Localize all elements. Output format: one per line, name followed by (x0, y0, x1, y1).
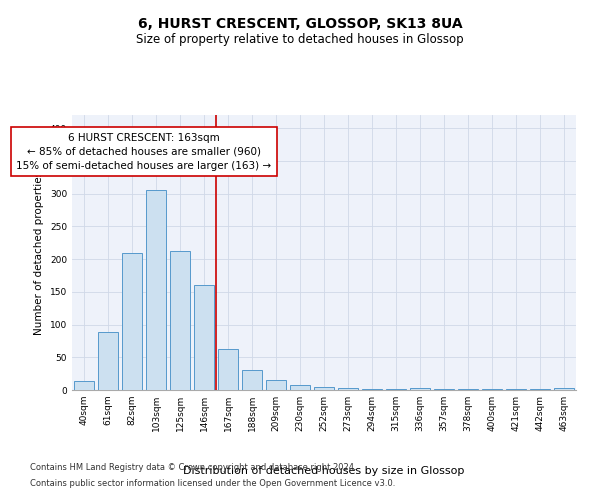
Bar (170, 251, 190, 390)
Text: Contains HM Land Registry data © Crown copyright and database right 2024.: Contains HM Land Registry data © Crown c… (30, 464, 356, 472)
Bar (194, 285, 214, 390)
Text: Contains public sector information licensed under the Open Government Licence v3: Contains public sector information licen… (30, 478, 395, 488)
Bar (314, 386, 334, 390)
X-axis label: Distribution of detached houses by size in Glossop: Distribution of detached houses by size … (184, 466, 464, 476)
Bar (146, 190, 166, 390)
Text: 6, HURST CRESCENT, GLOSSOP, SK13 8UA: 6, HURST CRESCENT, GLOSSOP, SK13 8UA (137, 18, 463, 32)
Y-axis label: Number of detached properties: Number of detached properties (34, 170, 44, 334)
Bar (434, 388, 454, 390)
Bar (218, 349, 238, 390)
Bar (554, 388, 574, 390)
Text: Size of property relative to detached houses in Glossop: Size of property relative to detached ho… (136, 32, 464, 46)
Bar (122, 252, 142, 390)
Bar (410, 388, 430, 390)
Bar (482, 388, 502, 390)
Bar (242, 370, 262, 390)
Bar (290, 385, 310, 390)
Text: 6 HURST CRESCENT: 163sqm
← 85% of detached houses are smaller (960)
15% of semi-: 6 HURST CRESCENT: 163sqm ← 85% of detach… (16, 132, 272, 170)
Bar (530, 388, 550, 390)
Bar (338, 388, 358, 390)
Bar (266, 380, 286, 390)
Bar (98, 332, 118, 390)
Bar (362, 388, 382, 390)
Bar (74, 381, 94, 390)
